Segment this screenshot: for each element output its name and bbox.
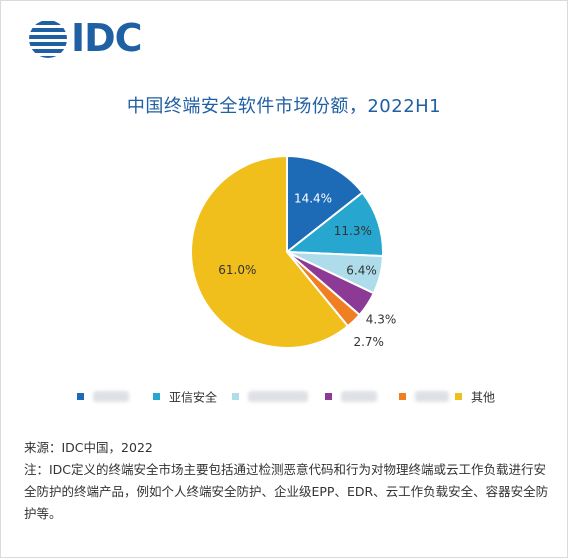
legend-swatch [153,393,160,400]
legend-item-1 [77,387,129,407]
slice-label-2: 11.3% [334,224,372,238]
legend-item-5 [399,387,449,407]
legend-swatch [455,393,462,400]
slice-label-5: 2.7% [353,335,384,349]
legend: 亚信安全 其他 [77,387,557,409]
pie-labels: 14.4% 11.3% 6.4% 4.3% 2.7% 61.0% [218,192,396,349]
source-note: 来源：IDC中国，2022 [24,440,153,455]
legend-item-3 [232,387,308,407]
legend-label-redacted [341,391,377,402]
legend-swatch [77,393,84,400]
pie-slice-1 [286,154,364,255]
slice-label-6: 61.0% [218,263,256,277]
legend-swatch [325,393,332,400]
slice-label-3: 6.4% [346,264,377,278]
pie-slices [190,154,384,349]
slice-label-4: 4.3% [366,313,397,327]
legend-item-2: 亚信安全 [153,387,217,407]
idc-logo: IDC [27,15,157,63]
pie-chart: 14.4% 11.3% 6.4% 4.3% 2.7% 61.0% [190,154,396,349]
globe-icon [29,21,67,58]
legend-swatch [399,393,406,400]
legend-item-4 [325,387,377,407]
pie-slice-2 [284,191,384,258]
legend-label: 其他 [471,390,496,405]
definition-note: 注：IDC定义的终端安全市场主要包括通过检测恶意代码和行为对物理终端或云工作负载… [24,462,549,521]
notes: 来源：IDC中国，2022 注：IDC定义的终端安全市场主要包括通过检测恶意代码… [24,437,554,525]
legend-swatch [232,393,239,400]
logo-wordmark: IDC [71,16,143,60]
pie-slice-6 [190,154,350,349]
legend-item-6: 其他 [455,387,495,407]
legend-label-redacted [248,391,308,402]
legend-label: 亚信安全 [169,390,218,405]
slice-label-1: 14.4% [294,192,332,206]
legend-label-redacted [93,391,129,402]
legend-label-redacted [415,391,449,402]
chart-title: 中国终端安全软件市场份额，2022H1 [126,96,442,117]
